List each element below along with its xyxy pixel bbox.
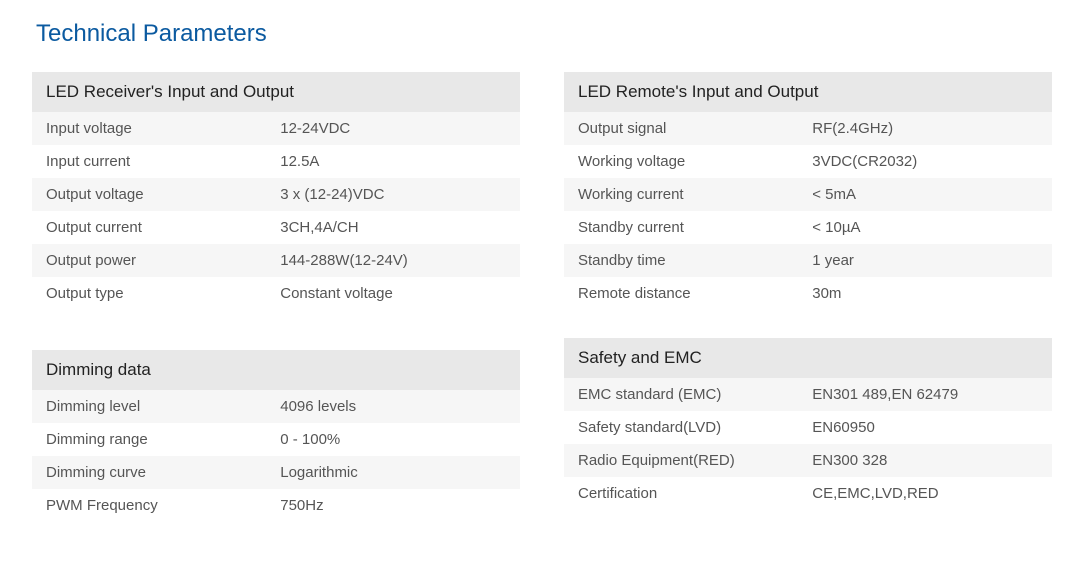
- section-dimming: Dimming data Dimming level4096 levels Di…: [32, 350, 520, 522]
- section-safety-header: Safety and EMC: [564, 338, 1052, 378]
- table-row: Working voltage3VDC(CR2032): [564, 145, 1052, 178]
- param-label: Dimming level: [32, 390, 266, 423]
- table-row: Dimming curveLogarithmic: [32, 456, 520, 489]
- param-label: Certification: [564, 477, 798, 510]
- table-row: Input voltage12-24VDC: [32, 112, 520, 145]
- param-label: Output type: [32, 277, 266, 310]
- section-remote: LED Remote's Input and Output Output sig…: [564, 72, 1052, 310]
- param-value: 3VDC(CR2032): [798, 145, 1052, 178]
- section-receiver: LED Receiver's Input and Output Input vo…: [32, 72, 520, 310]
- param-value: 12.5A: [266, 145, 520, 178]
- param-label: Remote distance: [564, 277, 798, 310]
- table-row: CertificationCE,EMC,LVD,RED: [564, 477, 1052, 510]
- param-value: CE,EMC,LVD,RED: [798, 477, 1052, 510]
- table-row: Input current12.5A: [32, 145, 520, 178]
- param-value: 144-288W(12-24V): [266, 244, 520, 277]
- table-row: Output current3CH,4A/CH: [32, 211, 520, 244]
- section-safety: Safety and EMC EMC standard (EMC)EN301 4…: [564, 338, 1052, 510]
- table-row: EMC standard (EMC)EN301 489,EN 62479: [564, 378, 1052, 411]
- table-row: Output power144-288W(12-24V): [32, 244, 520, 277]
- table-row: Output voltage3 x (12-24)VDC: [32, 178, 520, 211]
- param-label: Working current: [564, 178, 798, 211]
- param-value: 750Hz: [266, 489, 520, 522]
- param-value: EN60950: [798, 411, 1052, 444]
- param-value: 0 - 100%: [266, 423, 520, 456]
- table-row: Working current< 5mA: [564, 178, 1052, 211]
- param-label: Radio Equipment(RED): [564, 444, 798, 477]
- param-label: Output signal: [564, 112, 798, 145]
- param-value: EN300 328: [798, 444, 1052, 477]
- left-column: LED Receiver's Input and Output Input vo…: [32, 72, 520, 562]
- table-row: Output typeConstant voltage: [32, 277, 520, 310]
- param-value: 4096 levels: [266, 390, 520, 423]
- param-label: Input current: [32, 145, 266, 178]
- param-label: EMC standard (EMC): [564, 378, 798, 411]
- table-row: Safety standard(LVD)EN60950: [564, 411, 1052, 444]
- table-row: Standby current< 10µA: [564, 211, 1052, 244]
- param-label: Safety standard(LVD): [564, 411, 798, 444]
- table-row: Remote distance30m: [564, 277, 1052, 310]
- right-column: LED Remote's Input and Output Output sig…: [564, 72, 1052, 562]
- param-label: Dimming curve: [32, 456, 266, 489]
- param-value: < 5mA: [798, 178, 1052, 211]
- param-value: 12-24VDC: [266, 112, 520, 145]
- param-label: Output power: [32, 244, 266, 277]
- param-label: Standby current: [564, 211, 798, 244]
- table-row: Dimming range0 - 100%: [32, 423, 520, 456]
- table-row: Radio Equipment(RED)EN300 328: [564, 444, 1052, 477]
- param-value: Logarithmic: [266, 456, 520, 489]
- table-row: Output signalRF(2.4GHz): [564, 112, 1052, 145]
- param-label: PWM Frequency: [32, 489, 266, 522]
- table-row: Standby time1 year: [564, 244, 1052, 277]
- param-label: Working voltage: [564, 145, 798, 178]
- param-label: Dimming range: [32, 423, 266, 456]
- param-label: Output current: [32, 211, 266, 244]
- param-value: EN301 489,EN 62479: [798, 378, 1052, 411]
- safety-table: EMC standard (EMC)EN301 489,EN 62479 Saf…: [564, 378, 1052, 510]
- receiver-table: Input voltage12-24VDC Input current12.5A…: [32, 112, 520, 310]
- param-value: RF(2.4GHz): [798, 112, 1052, 145]
- table-row: Dimming level4096 levels: [32, 390, 520, 423]
- param-value: 3CH,4A/CH: [266, 211, 520, 244]
- remote-table: Output signalRF(2.4GHz) Working voltage3…: [564, 112, 1052, 310]
- param-label: Standby time: [564, 244, 798, 277]
- param-value: Constant voltage: [266, 277, 520, 310]
- dimming-table: Dimming level4096 levels Dimming range0 …: [32, 390, 520, 522]
- section-remote-header: LED Remote's Input and Output: [564, 72, 1052, 112]
- columns-wrapper: LED Receiver's Input and Output Input vo…: [0, 72, 1084, 562]
- param-value: 3 x (12-24)VDC: [266, 178, 520, 211]
- param-value: 30m: [798, 277, 1052, 310]
- param-value: 1 year: [798, 244, 1052, 277]
- param-label: Input voltage: [32, 112, 266, 145]
- param-value: < 10µA: [798, 211, 1052, 244]
- section-receiver-header: LED Receiver's Input and Output: [32, 72, 520, 112]
- table-row: PWM Frequency750Hz: [32, 489, 520, 522]
- param-label: Output voltage: [32, 178, 266, 211]
- page-title: Technical Parameters: [0, 0, 1084, 72]
- section-dimming-header: Dimming data: [32, 350, 520, 390]
